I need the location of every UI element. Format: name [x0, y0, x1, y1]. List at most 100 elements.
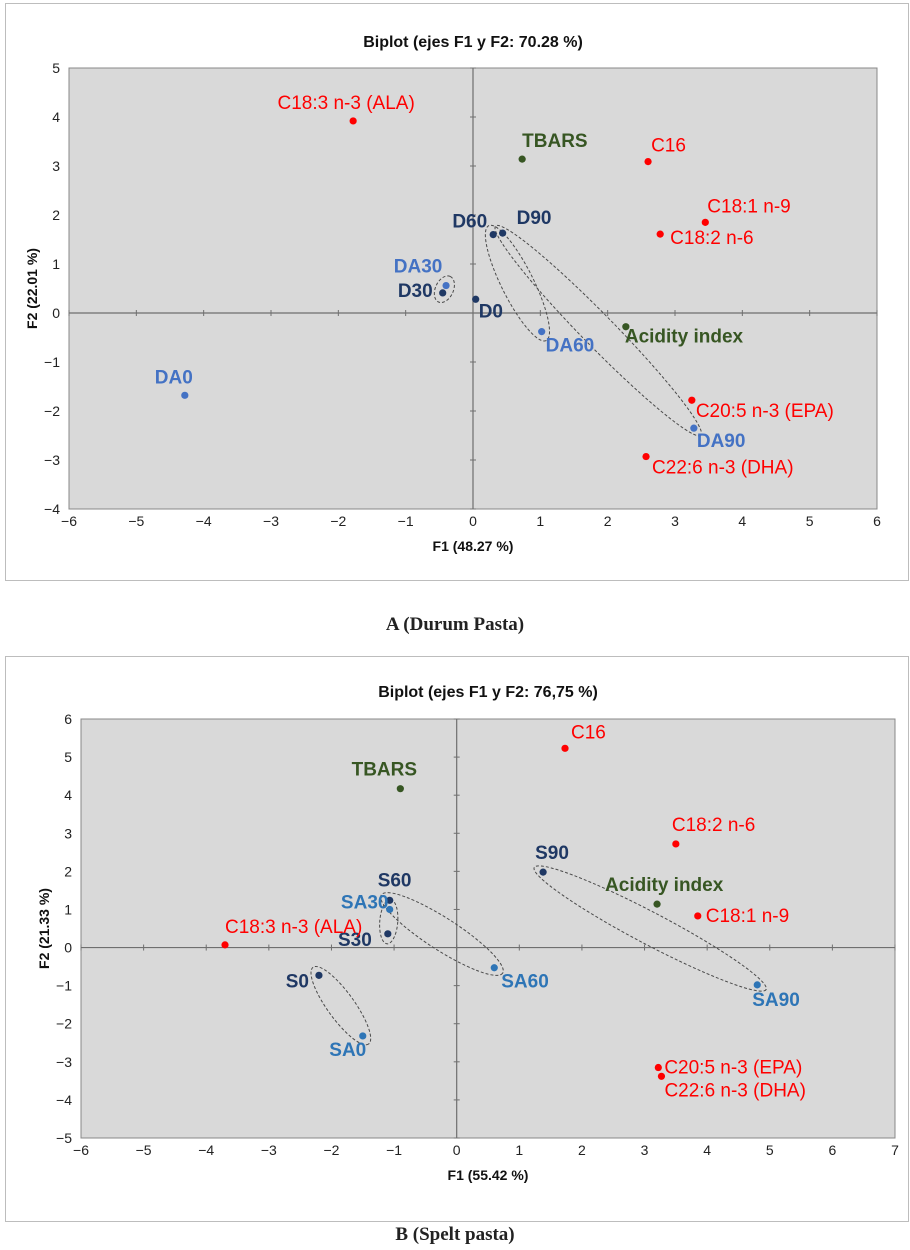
point-label: C18:2 n-6 — [672, 815, 755, 836]
plot-area — [80, 718, 896, 1139]
group-ellipse — [484, 224, 551, 342]
data-point — [221, 941, 229, 949]
data-point — [396, 785, 404, 793]
point-label: SA30 — [341, 892, 389, 913]
data-point — [657, 1072, 666, 1080]
point-label: D30 — [398, 281, 433, 302]
y-tick-label: −3 — [44, 452, 60, 468]
group-ellipse — [494, 224, 702, 437]
y-tick-label: −2 — [44, 403, 60, 419]
data-point — [518, 155, 526, 163]
point-label: D90 — [517, 208, 552, 229]
point-label: S90 — [535, 843, 569, 864]
y-tick-label: −4 — [44, 501, 60, 517]
y-tick-label: 5 — [52, 60, 60, 76]
x-tick-label: 1 — [536, 513, 544, 529]
point-label: S30 — [338, 930, 372, 951]
point-label: SA60 — [501, 972, 549, 993]
x-tick-label: 5 — [766, 1142, 774, 1158]
x-axis-title: F1 (48.27 %) — [433, 538, 514, 554]
point-label: C20:5 n-3 (EPA) — [696, 401, 834, 422]
data-point — [349, 117, 357, 125]
point-label: C18:2 n-6 — [670, 228, 753, 249]
data-point — [489, 231, 497, 239]
x-tick-label: −1 — [386, 1142, 402, 1158]
point-label: Acidity index — [605, 875, 724, 896]
point-label: C18:1 n-9 — [707, 196, 790, 217]
data-point — [386, 896, 394, 904]
biplot-panel-spelt: −6 −5 −4 −3 −2 −1 0 1 2 3 4 5 6 7 −5 −4 −3 −2 −1 0 1 2 3 4 5 6 Bip… — [5, 656, 909, 1222]
data-point — [315, 971, 323, 979]
y-tick-label: 1 — [52, 256, 60, 272]
x-tick-label: 3 — [641, 1142, 649, 1158]
y-tick-label: 2 — [64, 863, 72, 879]
point-label: C22:6 n-3 (DHA) — [652, 458, 794, 479]
data-point — [672, 840, 680, 848]
y-tick-label: 1 — [64, 901, 72, 917]
data-point — [490, 964, 498, 972]
x-tick-label: −5 — [136, 1142, 152, 1158]
data-point — [538, 328, 546, 336]
point-label: DA60 — [546, 336, 595, 357]
point-label: SA0 — [329, 1040, 366, 1061]
data-point — [622, 323, 630, 331]
x-tick-label: 0 — [469, 513, 477, 529]
point-label: C18:1 n-9 — [706, 906, 789, 927]
point-label: C22:6 n-3 (DHA) — [664, 1080, 806, 1101]
data-point — [359, 1032, 367, 1040]
biplot-panel-durum: −6 −5 −4 −3 −2 −1 0 1 2 3 4 5 6 −4 −3 −2 −1 0 1 2 3 4 5 Biplot … — [5, 3, 909, 581]
data-point — [539, 868, 547, 876]
chart-title: Biplot (ejes F1 y F2: 76,75 %) — [378, 684, 598, 701]
data-point — [654, 1063, 662, 1072]
y-tick-label: −4 — [56, 1092, 72, 1108]
point-label: C20:5 n-3 (EPA) — [664, 1058, 802, 1079]
data-point — [561, 744, 569, 752]
data-point — [653, 900, 661, 908]
point-label: C16 — [571, 722, 606, 743]
y-tick-label: 3 — [52, 158, 60, 174]
point-label: S60 — [378, 870, 412, 891]
point-label: C16 — [651, 136, 686, 157]
x-tick-label: −4 — [198, 1142, 214, 1158]
x-tick-label: 2 — [604, 513, 612, 529]
data-point — [472, 295, 480, 303]
y-tick-label: −1 — [44, 354, 60, 370]
x-tick-label: 5 — [806, 513, 814, 529]
point-label: SA90 — [752, 990, 800, 1011]
x-tick-label: −2 — [323, 1142, 339, 1158]
x-tick-label: −5 — [128, 513, 144, 529]
group-ellipse — [433, 275, 455, 304]
data-point — [701, 218, 709, 226]
y-tick-label: −2 — [56, 1016, 72, 1032]
biplot-chart-spelt: −6 −5 −4 −3 −2 −1 0 1 2 3 4 5 6 7−5−4−3−2−10123456Bip… — [36, 684, 899, 1183]
data-point — [753, 981, 761, 989]
data-point — [442, 281, 450, 290]
data-point — [384, 930, 392, 938]
x-axis-title: F1 (55.42 %) — [448, 1167, 529, 1183]
point-label: Acidity index — [625, 327, 744, 348]
data-point — [642, 452, 650, 461]
caption-durum-pasta: A (Durum Pasta) — [385, 614, 525, 635]
x-tick-label: −2 — [330, 513, 346, 529]
point-label: DA90 — [697, 431, 746, 452]
data-point — [656, 230, 664, 238]
y-axis-title: F2 (21.33 %) — [36, 888, 52, 969]
y-tick-label: 0 — [64, 940, 72, 956]
group-ellipse — [533, 865, 767, 992]
biplot-chart-durum: −6 −5 −4 −3 −2 −1 0 1 2 3 4 5 6 −4 −3 −2 −1 0 1 2 3 4 5 Biplot … — [24, 34, 881, 554]
y-tick-label: 4 — [52, 109, 60, 125]
point-label: D0 — [479, 301, 503, 322]
y-tick-label: 2 — [52, 207, 60, 223]
x-tick-label: 0 — [453, 1142, 461, 1158]
y-tick-label: −1 — [56, 978, 72, 994]
point-label: C18:3 n-3 (ALA) — [277, 93, 414, 114]
point-label: TBARS — [352, 760, 417, 781]
x-tick-label: −6 — [61, 513, 77, 529]
caption-spelt-pasta: B (Spelt pasta) — [395, 1224, 515, 1245]
group-ellipse — [380, 892, 504, 976]
y-tick-label: 6 — [64, 711, 72, 727]
x-tick-label: 6 — [873, 513, 881, 529]
data-point — [439, 289, 447, 297]
x-tick-label: 1 — [515, 1142, 523, 1158]
y-axis-title: F2 (22.01 %) — [24, 248, 40, 329]
